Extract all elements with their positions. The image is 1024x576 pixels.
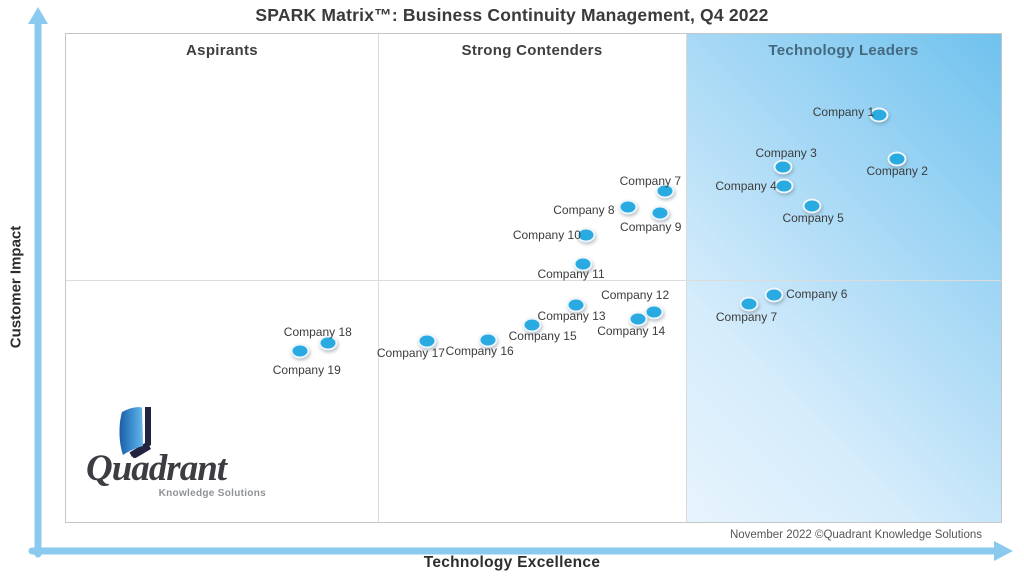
data-point-label: Company 4 (715, 178, 777, 193)
data-point-label: Company 9 (620, 220, 682, 235)
data-point-dot (655, 183, 675, 199)
data-point-dot (802, 198, 822, 214)
data-point-label: Company 18 (283, 324, 352, 339)
data-point-dot (318, 335, 338, 351)
technology-leaders-background (686, 34, 1001, 522)
data-point-dot (869, 107, 889, 123)
x-axis-arrowhead-icon (994, 541, 1013, 561)
logo-wordmark: Quadrant (86, 448, 227, 489)
data-point-label: Company 10 (512, 228, 581, 243)
data-point-label: Company 7 (619, 174, 682, 189)
data-point-dot (739, 296, 759, 312)
x-axis-label: Technology Excellence (423, 554, 601, 571)
data-point-dot (618, 199, 638, 215)
data-point-dot (566, 297, 586, 313)
quadrant-divider-horizontal (66, 280, 1001, 281)
data-point-dot (774, 178, 794, 194)
book-icon (119, 407, 151, 458)
quadrant-label-technology-leaders: Technology Leaders (768, 42, 919, 59)
quadrant-logo: Quadrant Knowledge Solutions (86, 406, 306, 499)
data-point-label: Company 11 (537, 266, 605, 281)
data-point-label: Company 12 (601, 288, 670, 303)
y-axis-arrowhead-icon (28, 7, 48, 24)
data-point-dot (576, 227, 596, 243)
data-point-label: Company 2 (866, 163, 928, 178)
data-point-label: Company 13 (537, 308, 606, 323)
logo-tagline: Knowledge Solutions (158, 488, 266, 499)
quadrant-label-aspirants: Aspirants (186, 42, 258, 59)
data-point-dot (644, 304, 664, 320)
data-point-label: Company 17 (376, 345, 445, 360)
data-point-label: Company 19 (272, 363, 341, 378)
data-point-label: Company 14 (597, 323, 666, 338)
data-point-dot (773, 159, 793, 175)
data-point-dot (290, 343, 310, 359)
data-point-label: Company 16 (445, 343, 514, 358)
data-point-label: Company 5 (782, 210, 844, 225)
quadrant-divider-vertical-2 (686, 34, 687, 522)
data-point-dot (573, 256, 593, 272)
y-axis-label: Customer Impact (7, 225, 25, 349)
data-point-label: Company 7 (715, 309, 778, 324)
data-point-label: Company 3 (755, 146, 817, 161)
data-point-label: Company 15 (508, 328, 577, 343)
data-point-label: Company 1 (812, 105, 875, 119)
data-point-label: Company 8 (553, 203, 615, 218)
plot-area: Aspirants Strong Contenders Technology L… (65, 33, 1002, 523)
data-point-dot (887, 151, 907, 167)
quadrant-divider-vertical-1 (378, 34, 379, 522)
data-point-dot (478, 332, 498, 348)
data-point-dot (650, 205, 670, 221)
data-point-dot (628, 311, 648, 327)
data-point-dot (417, 333, 437, 349)
data-point-dot (522, 317, 542, 333)
copyright-text: November 2022 ©Quadrant Knowledge Soluti… (729, 529, 982, 541)
chart-title: SPARK Matrix™: Business Continuity Manag… (255, 5, 769, 25)
data-point-dot (764, 287, 784, 303)
quadrant-label-strong-contenders: Strong Contenders (461, 42, 603, 59)
data-point-label: Company 6 (786, 287, 848, 302)
